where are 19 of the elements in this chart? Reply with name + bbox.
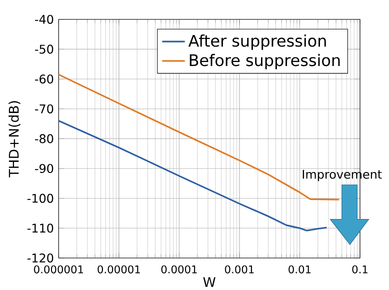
x-axis-title: W	[203, 277, 216, 287]
legend-label: After suppression	[188, 34, 326, 50]
x-tick-label: 0.1	[352, 265, 368, 274]
y-tick-label: -90	[35, 164, 54, 174]
x-tick-label: 0.000001	[34, 265, 84, 274]
y-tick-label: -70	[35, 104, 54, 114]
x-tick-label: 0.00001	[98, 265, 140, 274]
y-tick-label: -100	[27, 194, 54, 203]
y-tick-label: -110	[27, 224, 54, 233]
y-tick-label: -40	[35, 14, 54, 24]
legend-label: Before suppression	[190, 54, 340, 70]
y-tick-label: -80	[35, 134, 54, 144]
y-tick-label: -60	[35, 74, 54, 84]
y-tick-label: -120	[27, 253, 54, 263]
y-tick-label: -50	[35, 44, 54, 54]
x-tick-label: 0.001	[224, 265, 254, 274]
x-tick-label: 0.01	[288, 265, 311, 274]
y-axis-title: THD+N(dB)	[8, 101, 20, 178]
x-tick-label: 0.0001	[161, 265, 197, 274]
